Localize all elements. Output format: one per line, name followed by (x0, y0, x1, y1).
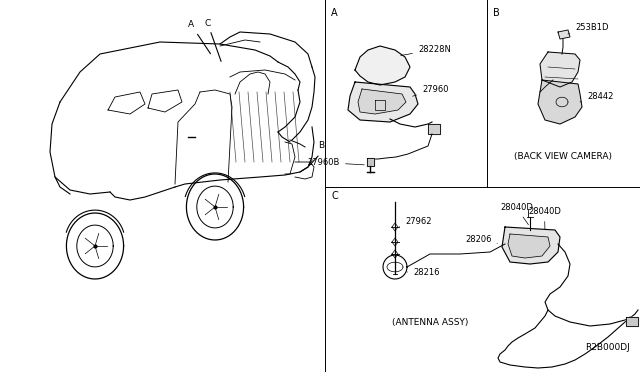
Polygon shape (348, 82, 418, 122)
Text: A: A (188, 20, 194, 29)
Text: 27960B: 27960B (308, 158, 364, 167)
Text: (BACK VIEW CAMERA): (BACK VIEW CAMERA) (514, 153, 612, 161)
Polygon shape (355, 46, 410, 85)
Polygon shape (367, 158, 374, 166)
Text: 28216: 28216 (407, 268, 440, 277)
Text: B: B (493, 8, 500, 18)
Text: A: A (331, 8, 338, 18)
Text: B: B (318, 141, 324, 150)
Text: 28206: 28206 (465, 235, 497, 244)
Polygon shape (538, 80, 582, 124)
Text: 28442: 28442 (580, 92, 613, 102)
Polygon shape (428, 124, 440, 134)
Text: 28228N: 28228N (401, 45, 451, 55)
Text: 28040D: 28040D (500, 203, 533, 225)
Text: 27960: 27960 (413, 85, 449, 96)
Polygon shape (558, 30, 570, 39)
Text: 28040D: 28040D (528, 207, 561, 229)
Polygon shape (502, 227, 560, 264)
Text: 27962: 27962 (399, 217, 431, 227)
Text: R2B000DJ: R2B000DJ (586, 343, 630, 352)
Text: C: C (205, 19, 211, 28)
Text: (ANTENNA ASSY): (ANTENNA ASSY) (392, 317, 468, 327)
Polygon shape (508, 234, 550, 258)
Polygon shape (540, 52, 580, 87)
Polygon shape (626, 317, 638, 326)
Polygon shape (358, 89, 406, 114)
Text: 253B1D: 253B1D (568, 23, 609, 34)
Text: C: C (331, 191, 338, 201)
